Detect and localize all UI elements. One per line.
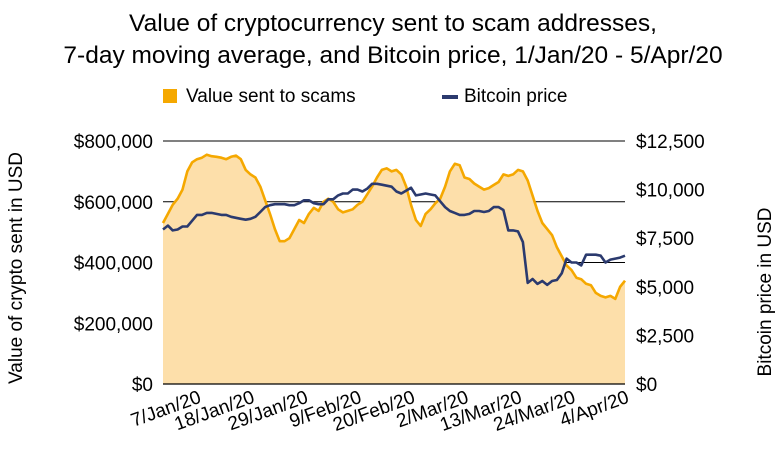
legend-swatch-bitcoin — [442, 95, 458, 99]
y-left-tick-label: $200,000 — [74, 314, 153, 335]
y-left-tick-labels: $0 $200,000 $400,000 $600,000 $800,000 — [74, 132, 153, 396]
y-left-tick-label: $0 — [132, 375, 153, 396]
chart-title-line-2: 7-day moving average, and Bitcoin price,… — [63, 42, 722, 69]
series-line-bitcoin — [162, 182, 626, 287]
y-right-tick-label: $2,500 — [636, 326, 694, 347]
y-right-tick-label: $5,000 — [636, 278, 694, 299]
y-right-tick-labels: $0 $2,500 $5,000 $7,500 $10,000 $12,500 — [636, 132, 705, 396]
y-left-tick-label: $400,000 — [74, 254, 153, 275]
legend: Value sent to scams Bitcoin price — [163, 86, 568, 107]
y-right-tick-label: $10,000 — [636, 181, 705, 202]
chart-title: Value of cryptocurrency sent to scam add… — [63, 10, 722, 69]
scams-area-fill — [163, 154, 625, 384]
legend-swatch-scams — [163, 89, 177, 103]
y-left-tick-label: $800,000 — [74, 132, 153, 153]
legend-label-scams: Value sent to scams — [186, 86, 356, 107]
y-axis-left-label: Value of crypto sent in USD — [6, 152, 27, 384]
series-line-scams — [161, 153, 627, 301]
scams-area — [163, 154, 625, 384]
y-left-tick-label: $600,000 — [74, 193, 153, 214]
y-right-tick-label: $7,500 — [636, 229, 694, 250]
y-right-tick-label: $0 — [636, 375, 657, 396]
x-tick-labels: 7/Jan/2018/Jan/2029/Jan/209/Feb/2020/Feb… — [128, 387, 632, 436]
series-lines — [161, 153, 627, 301]
y-right-tick-label: $12,500 — [636, 132, 705, 153]
chart-title-line-1: Value of cryptocurrency sent to scam add… — [129, 10, 657, 37]
y-axis-right-label: Bitcoin price in USD — [755, 208, 776, 377]
legend-label-bitcoin: Bitcoin price — [464, 86, 568, 107]
